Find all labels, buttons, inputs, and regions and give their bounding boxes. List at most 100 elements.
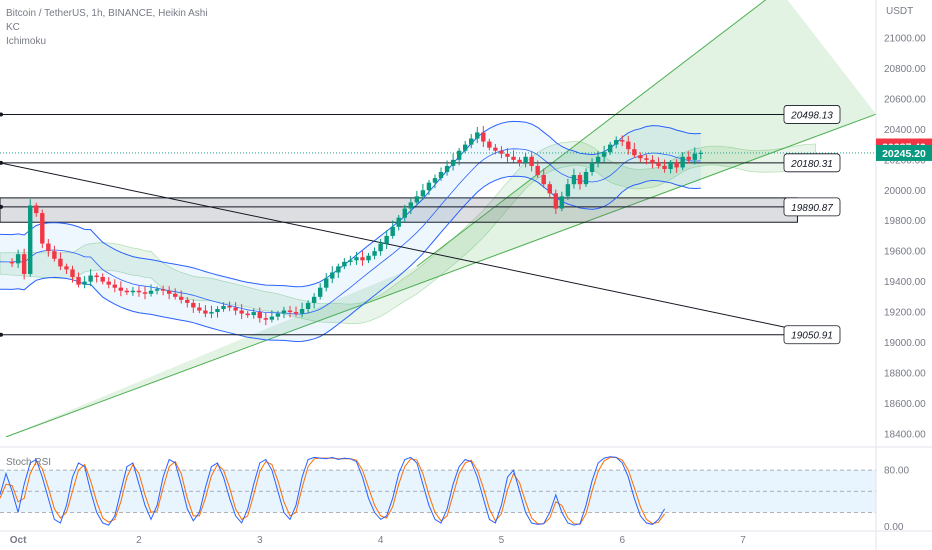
stoch-rsi-title[interactable]: Stoch RSI [6, 457, 51, 468]
drawing-lines-layer [0, 112, 876, 337]
candle-body [414, 196, 420, 203]
channel-lower-line[interactable] [5, 113, 877, 438]
stoch-axis-bg [876, 448, 932, 530]
price-tick-label: 19400.00 [884, 277, 926, 288]
price-tick-label: 18600.00 [884, 399, 926, 410]
keltner-lower [0, 175, 701, 343]
parallel-channel-layer [5, 0, 877, 438]
candle-body [378, 243, 383, 252]
candle-body [577, 175, 583, 185]
candle-body [251, 312, 256, 316]
level-handle-3[interactable] [0, 332, 3, 337]
time-tick-label: 5 [499, 535, 505, 546]
candle-body [614, 140, 619, 145]
candle-body [607, 144, 613, 153]
indicator-ichimoku-label[interactable]: Ichimoku [6, 36, 47, 47]
candle-body [46, 243, 51, 252]
candle-body [686, 156, 691, 160]
time-tick-label: 7 [740, 535, 746, 546]
candle-body [324, 278, 329, 288]
time-tick-label: 6 [619, 535, 625, 546]
price-tick-label: 20800.00 [884, 64, 926, 75]
level-label-3: 19050.91 [791, 331, 833, 342]
candle-body [601, 152, 607, 157]
candle-body [9, 261, 15, 264]
candle-body [626, 141, 631, 150]
level-handle-0[interactable] [0, 112, 3, 117]
candle-body [487, 141, 492, 148]
candle-body [456, 150, 462, 160]
candle-body [523, 156, 528, 163]
candle-body [239, 310, 244, 314]
level-handle-2[interactable] [0, 204, 3, 209]
price-tick-label: 20400.00 [884, 125, 926, 136]
candle-body [263, 318, 269, 320]
candle-body [680, 156, 685, 168]
candle-body [547, 184, 552, 194]
candle-body [553, 193, 559, 209]
stoch-k-line [0, 456, 666, 526]
candle-body [281, 310, 287, 314]
candle-body [571, 175, 577, 185]
time-tick-label: 2 [136, 535, 142, 546]
candle-body [166, 290, 172, 294]
candle-body [565, 184, 571, 197]
candle-body [354, 257, 359, 261]
candle-body [94, 275, 99, 278]
candle-body [396, 217, 401, 227]
candle-body [124, 290, 130, 293]
candle-body [275, 313, 281, 317]
candle-body [475, 132, 480, 139]
price-axis-layer: USDT21000.0020800.0020600.0020400.002020… [875, 0, 932, 550]
candle-body [64, 266, 69, 270]
candle-body [299, 309, 305, 314]
candle-body [130, 290, 136, 293]
candle-body [589, 162, 595, 173]
candle-body [583, 172, 589, 185]
price-tick-label: 20600.00 [884, 94, 926, 105]
candle-body [15, 254, 21, 264]
indicator-kc-label[interactable]: KC [6, 22, 20, 33]
candle-body [142, 292, 148, 294]
channel-upper-line[interactable] [416, 0, 779, 267]
level-label-box-0 [783, 105, 841, 124]
candle-body [28, 205, 33, 274]
chart-title: Bitcoin / TetherUS, 1h, BINANCE, Heikin … [6, 8, 208, 19]
candles-layer [9, 126, 703, 326]
time-tick-label: Oct [10, 535, 27, 546]
candle-body [481, 132, 486, 142]
candle-body [499, 150, 504, 154]
price-tick-label: 20000.00 [884, 186, 926, 197]
price-tick-label: 21000.00 [884, 34, 926, 45]
price-badge-1: 20245.20 [882, 148, 926, 160]
candle-body [173, 293, 178, 297]
stoch-tick-label: 80.00 [884, 466, 909, 477]
candle-body [342, 261, 347, 267]
candle-body [444, 165, 450, 173]
candle-body [390, 226, 395, 236]
candle-body [245, 313, 250, 316]
candle-body [348, 260, 353, 262]
candle-body [650, 159, 655, 163]
candle-body [179, 296, 184, 300]
trendline-down[interactable] [0, 162, 804, 332]
candle-body [432, 178, 438, 183]
candle-body [336, 266, 341, 273]
candle-body [203, 310, 208, 314]
candle-body [402, 208, 407, 218]
candle-body [632, 149, 637, 156]
price-tick-label: 19600.00 [884, 247, 926, 258]
candle-body [644, 158, 649, 160]
price-tick-label: 19800.00 [884, 216, 926, 227]
level-label-box-2 [783, 197, 841, 217]
price-tick-label: 18800.00 [884, 368, 926, 379]
candle-body [366, 255, 371, 261]
currency-label: USDT [886, 6, 913, 17]
candle-body [493, 147, 498, 151]
candle-body [215, 309, 220, 313]
candle-body [469, 138, 474, 145]
candle-body [517, 159, 522, 163]
candle-body [438, 172, 444, 179]
candle-body [209, 312, 214, 314]
